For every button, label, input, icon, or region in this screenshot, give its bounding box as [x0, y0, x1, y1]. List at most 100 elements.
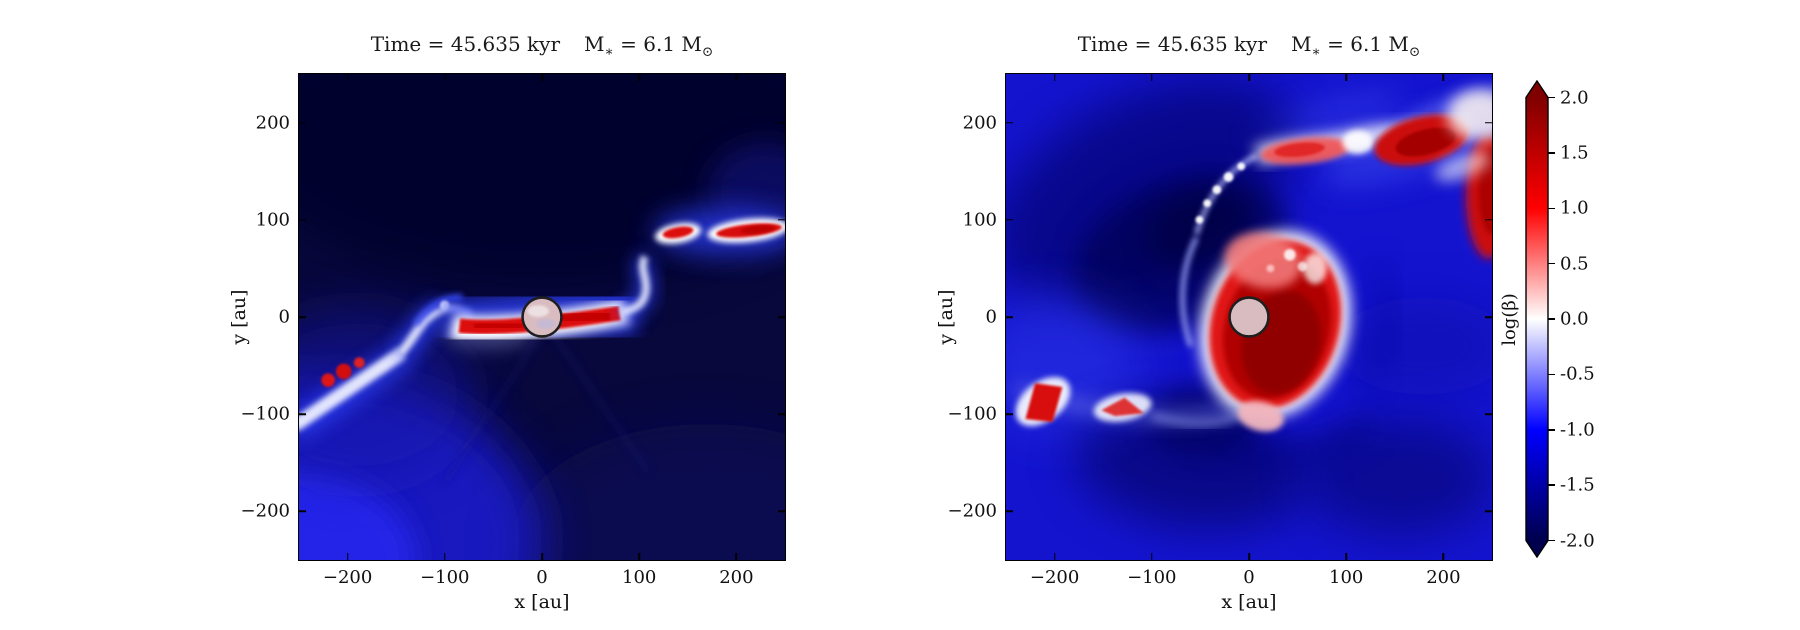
x-tick-label: 100: [1329, 567, 1364, 588]
title-star-subscript: ∗: [1311, 44, 1321, 60]
x-tick-top: [638, 74, 640, 81]
y-tick-label: 100: [255, 209, 290, 231]
colorbar-tick-label: -1.0: [1560, 419, 1595, 441]
title-time: Time = 45.635 kyr: [370, 32, 561, 56]
y-tick-left: [1006, 219, 1013, 221]
colorbar-tick-label: 1.5: [1560, 142, 1589, 164]
y-tick-right: [1485, 121, 1492, 124]
x-tick-bottom: [1442, 553, 1445, 560]
y-tick-right: [778, 316, 785, 318]
x-tick-bottom: [1151, 553, 1153, 560]
x-tick-label: −100: [1127, 567, 1177, 588]
y-tick-left: [1006, 121, 1013, 124]
y-tick-left: [299, 121, 306, 124]
y-tick-label: −100: [947, 403, 997, 425]
colorbar-tick: [1548, 96, 1555, 99]
x-tick-label: 0: [536, 567, 548, 588]
y-tick-right: [1485, 219, 1492, 221]
colorbar-ticks: 2.0 1.5 1.0 0.5 0.0 -0.5 -1.0 -1.5 -2.0: [1511, 80, 1641, 580]
y-tick-right: [778, 219, 785, 221]
y-tick-label: 200: [255, 112, 290, 134]
y-tick-right: [778, 121, 785, 124]
title-sun-symbol: M: [681, 32, 702, 56]
title-star-subscript: ∗: [604, 44, 614, 60]
title-mass-symbol: M: [1291, 32, 1312, 56]
x-tick-top: [1151, 74, 1153, 81]
left-xaxis-label: x [au]: [514, 591, 570, 613]
y-tick-right: [778, 510, 785, 513]
title-mass-symbol: M: [584, 32, 605, 56]
colorbar: log(β) 2.0 1.5 1.0 0.5 0.0 -0.5 -1.0 -1.5 -2.0: [1499, 80, 1641, 580]
y-tick-left: [1006, 316, 1013, 318]
sink-particle-marker-right: [1228, 296, 1270, 338]
x-tick-bottom: [735, 553, 738, 560]
x-tick-top: [444, 74, 446, 81]
x-tick-bottom: [638, 553, 640, 560]
title-mass-value: = 6.1: [613, 32, 682, 56]
x-tick-label: 100: [622, 567, 657, 588]
y-tick-right: [1485, 316, 1492, 318]
x-tick-bottom: [541, 553, 543, 560]
sink-particle-marker-left: [521, 296, 563, 338]
y-tick-label: −200: [947, 500, 997, 522]
title-sun-subscript: ⊙: [1408, 44, 1421, 60]
x-tick-top: [1248, 74, 1250, 81]
left-panel-title: Time = 45.635 kyr M∗ = 6.1 M⊙: [238, 32, 846, 60]
y-tick-label: −200: [240, 500, 290, 522]
x-tick-label: 200: [1426, 567, 1461, 588]
right-heatmap: [1006, 74, 1492, 560]
y-tick-label: 100: [962, 209, 997, 231]
x-tick-top: [1345, 74, 1347, 81]
x-tick-bottom: [444, 553, 446, 560]
y-tick-right: [778, 413, 785, 415]
x-tick-top: [1053, 74, 1056, 81]
right-panel-title: Time = 45.635 kyr M∗ = 6.1 M⊙: [945, 32, 1553, 60]
x-tick-top: [541, 74, 543, 81]
colorbar-tick-label: -2.0: [1560, 530, 1595, 551]
x-tick-top: [346, 74, 349, 81]
x-tick-bottom: [1053, 553, 1056, 560]
y-tick-left: [1006, 413, 1013, 415]
colorbar-tick: [1548, 318, 1555, 320]
y-tick-left: [299, 413, 306, 415]
colorbar-tick: [1548, 484, 1555, 486]
x-tick-label: −200: [1029, 567, 1080, 588]
y-tick-left: [299, 510, 306, 513]
left-plot-area: −200 −100 0 100 200 200 100 0 −100 −200: [241, 73, 786, 588]
y-tick-right: [1485, 510, 1492, 513]
colorbar-tick-label: 0.0: [1560, 308, 1589, 330]
colorbar-tick: [1548, 152, 1555, 154]
x-tick-top: [735, 74, 738, 81]
colorbar-tick: [1548, 373, 1555, 376]
y-tick-left: [299, 219, 306, 221]
y-tick-label: 0: [278, 306, 290, 328]
colorbar-tick-label: -1.5: [1560, 474, 1595, 496]
x-tick-bottom: [1345, 553, 1347, 560]
title-sun-subscript: ⊙: [701, 44, 714, 60]
right-plot-area: −200 −100 0 100 200 200 100 0 −100 −200: [948, 73, 1493, 588]
y-tick-label: 0: [985, 306, 997, 328]
colorbar-tick: [1548, 429, 1555, 431]
left-heatmap: [299, 74, 785, 560]
right-panel: Time = 45.635 kyr M∗ = 6.1 M⊙: [935, 32, 1493, 613]
y-tick-left: [1006, 510, 1013, 513]
colorbar-tick: [1548, 262, 1555, 265]
colorbar-tick-label: 2.0: [1560, 87, 1589, 108]
left-panel: Time = 45.635 kyr M∗ = 6.1 M⊙: [228, 32, 786, 613]
x-tick-bottom: [346, 553, 349, 560]
colorbar-tick-label: 0.5: [1560, 253, 1589, 275]
x-tick-bottom: [1248, 553, 1250, 560]
x-tick-top: [1442, 74, 1445, 81]
x-tick-label: 200: [719, 567, 754, 588]
x-tick-label: −200: [322, 567, 373, 588]
title-time: Time = 45.635 kyr: [1077, 32, 1268, 56]
y-tick-label: −100: [240, 403, 290, 425]
colorbar-tick: [1548, 539, 1555, 542]
title-sun-symbol: M: [1388, 32, 1409, 56]
right-yaxis-label: y [au]: [935, 289, 957, 345]
y-tick-left: [299, 316, 306, 318]
colorbar-tick: [1548, 207, 1555, 209]
left-yaxis-label: y [au]: [228, 289, 250, 345]
title-mass-value: = 6.1: [1320, 32, 1389, 56]
